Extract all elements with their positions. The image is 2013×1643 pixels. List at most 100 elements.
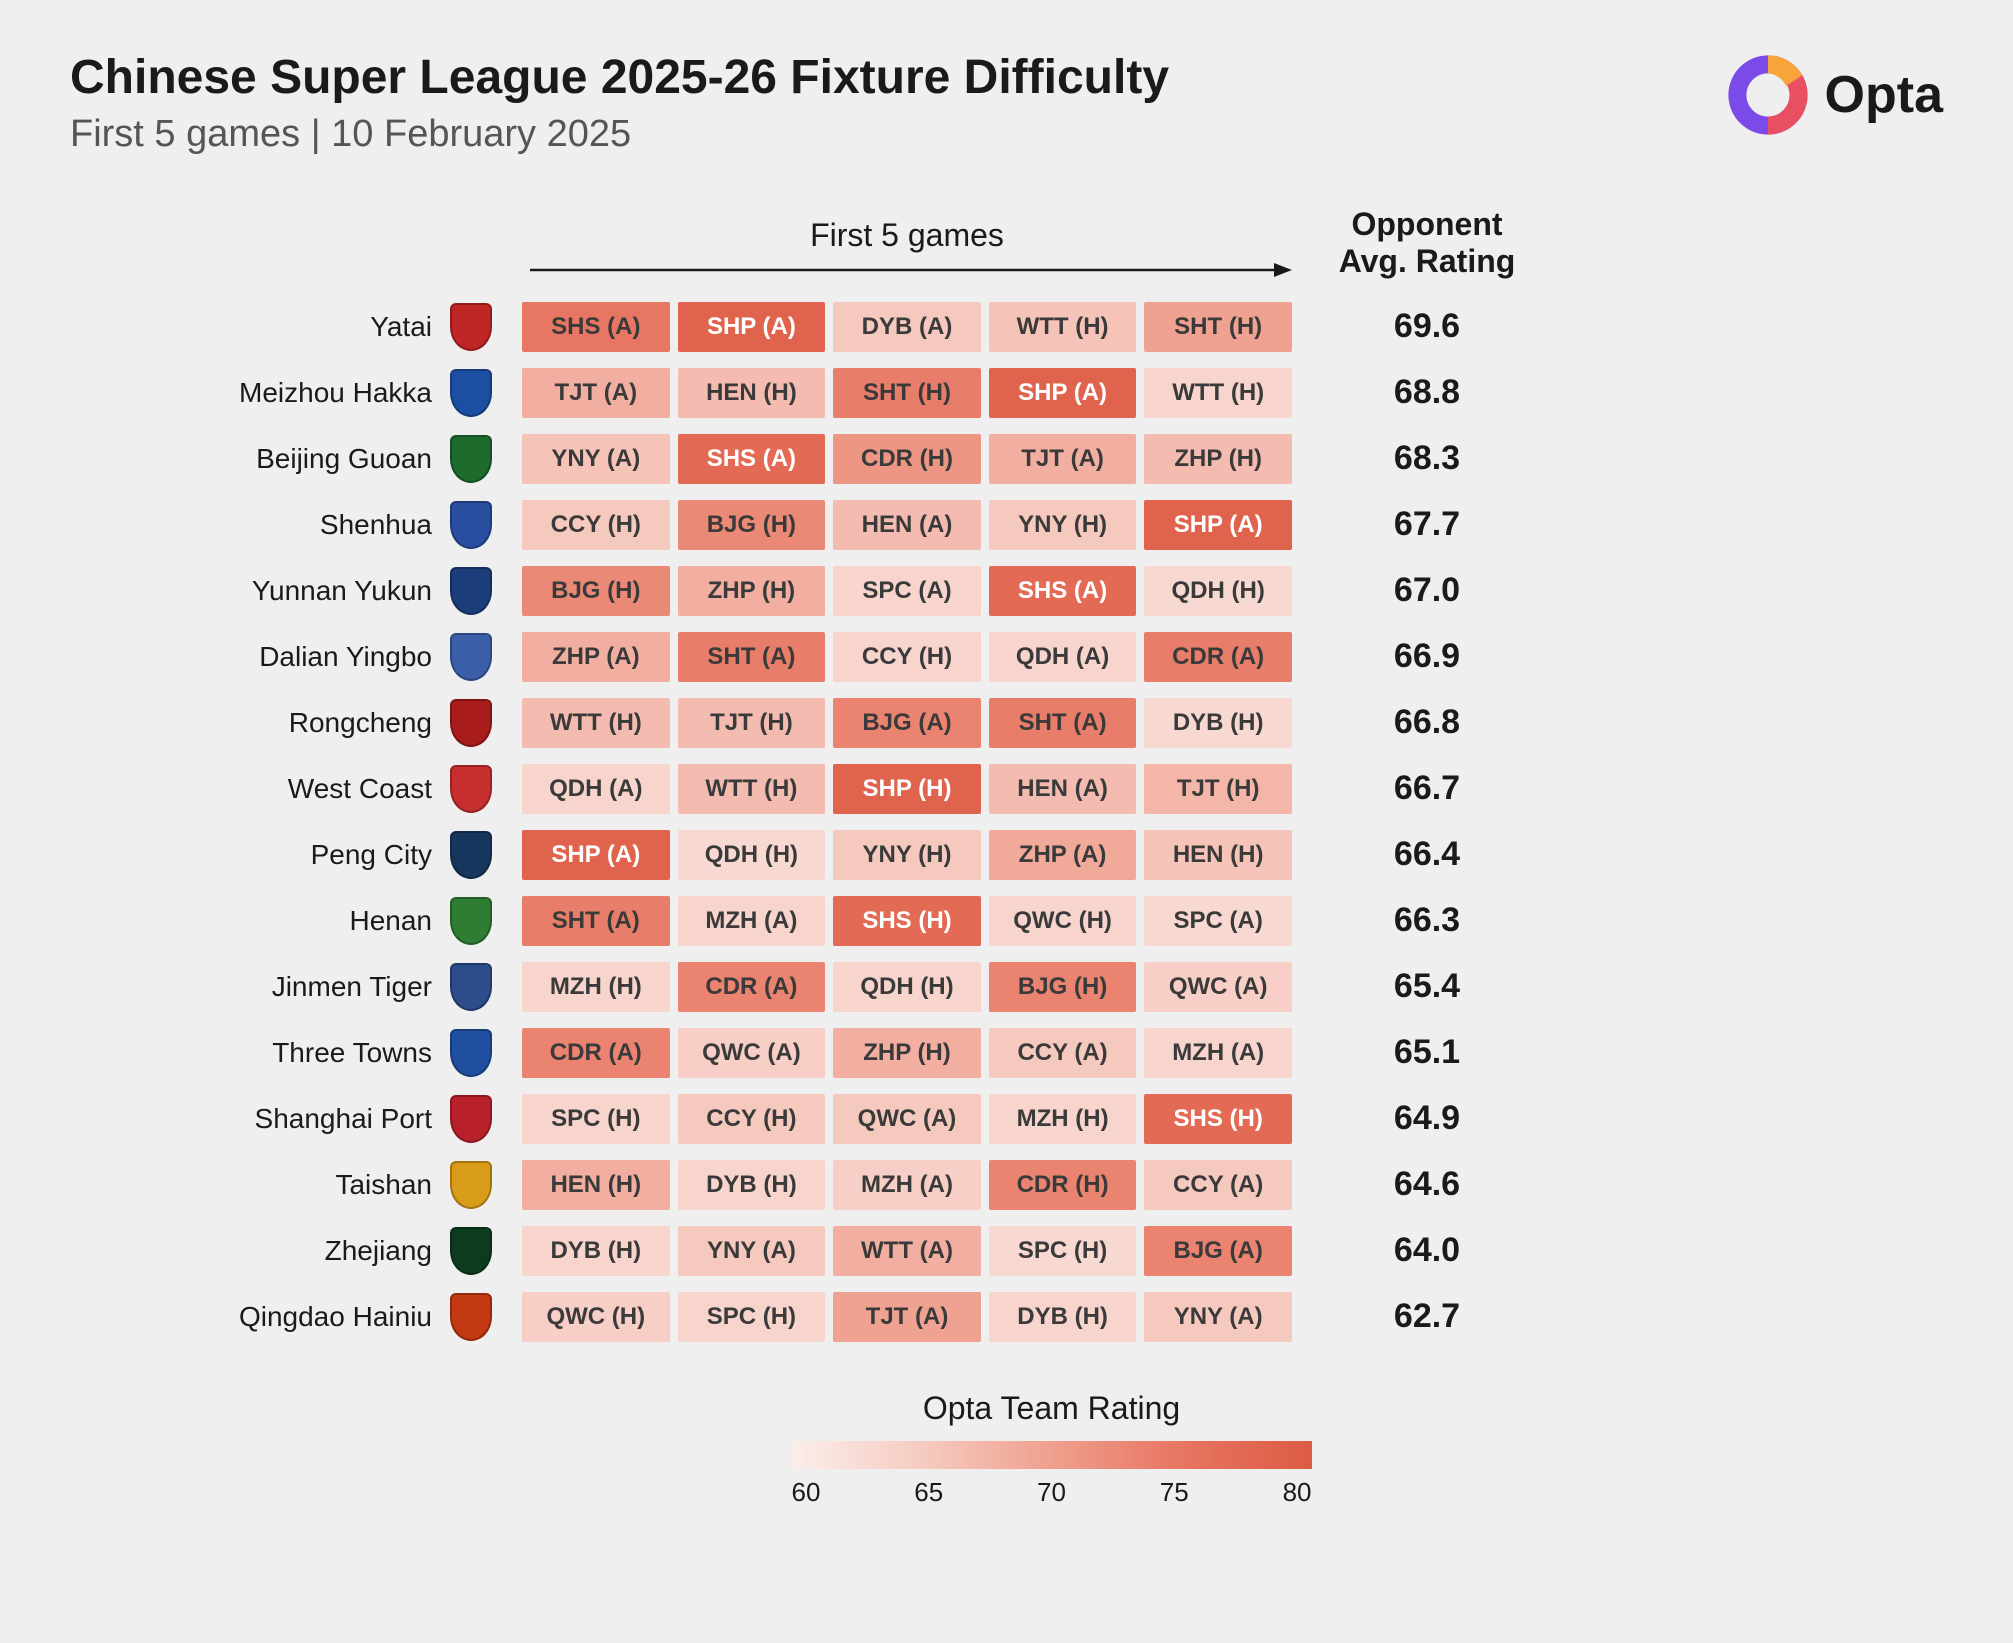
team-name: Shanghai Port	[160, 1103, 450, 1135]
chart-area: First 5 games Opponent Avg. Rating Yatai…	[160, 206, 1943, 1508]
fixture-cell: TJT (H)	[1144, 764, 1292, 814]
fixture-cell: SHP (H)	[833, 764, 981, 814]
table-rows: YataiSHS (A)SHP (A)DYB (A)WTT (H)SHT (H)…	[160, 294, 1943, 1350]
fixture-cell: CDR (A)	[1144, 632, 1292, 682]
fixtures-row: CDR (A)QWC (A)ZHP (H)CCY (A)MZH (A)	[522, 1028, 1292, 1078]
avg-rating: 66.8	[1292, 703, 1542, 742]
avg-rating: 66.4	[1292, 835, 1542, 874]
shield-icon	[450, 897, 492, 945]
fixtures-row: WTT (H)TJT (H)BJG (A)SHT (A)DYB (H)	[522, 698, 1292, 748]
legend-title: Opta Team Rating	[160, 1390, 1943, 1427]
shield-icon	[450, 501, 492, 549]
fixture-cell: ZHP (A)	[989, 830, 1137, 880]
shield-icon	[450, 765, 492, 813]
fixture-cell: ZHP (H)	[1144, 434, 1292, 484]
fixture-cell: SPC (H)	[678, 1292, 826, 1342]
table-row: Three TownsCDR (A)QWC (A)ZHP (H)CCY (A)M…	[160, 1020, 1943, 1086]
team-name: Rongcheng	[160, 707, 450, 739]
fixture-cell: DYB (H)	[678, 1160, 826, 1210]
fixture-cell: SHS (A)	[522, 302, 670, 352]
team-badge	[450, 831, 522, 879]
fixture-cell: HEN (A)	[833, 500, 981, 550]
fixture-cell: BJG (A)	[1144, 1226, 1292, 1276]
avg-rating: 66.9	[1292, 637, 1542, 676]
brand-logo: Opta	[1723, 50, 1943, 140]
shield-icon	[450, 831, 492, 879]
fixture-cell: YNY (A)	[522, 434, 670, 484]
fixture-cell: QWC (A)	[1144, 962, 1292, 1012]
titles-block: Chinese Super League 2025-26 Fixture Dif…	[70, 50, 1723, 156]
avg-rating: 66.3	[1292, 901, 1542, 940]
fixture-cell: HEN (A)	[989, 764, 1137, 814]
fixtures-row: SHS (A)SHP (A)DYB (A)WTT (H)SHT (H)	[522, 302, 1292, 352]
fixture-cell: SPC (A)	[833, 566, 981, 616]
fixture-cell: ZHP (H)	[678, 566, 826, 616]
fixture-cell: SHS (H)	[1144, 1094, 1292, 1144]
shield-icon	[450, 303, 492, 351]
team-name: Shenhua	[160, 509, 450, 541]
team-badge	[450, 303, 522, 351]
fixtures-row: HEN (H)DYB (H)MZH (A)CDR (H)CCY (A)	[522, 1160, 1292, 1210]
fixture-cell: QWC (H)	[989, 896, 1137, 946]
team-name: Dalian Yingbo	[160, 641, 450, 673]
fixture-cell: SHT (H)	[833, 368, 981, 418]
fixture-cell: SHT (A)	[989, 698, 1137, 748]
team-badge	[450, 435, 522, 483]
fixture-cell: WTT (H)	[678, 764, 826, 814]
avg-rating: 69.6	[1292, 307, 1542, 346]
opta-logo-icon	[1723, 50, 1813, 140]
table-row: Shenhua CCY (H)BJG (H)HEN (A)YNY (H)SHP (…	[160, 492, 1943, 558]
fixture-cell: SHP (A)	[678, 302, 826, 352]
avg-rating: 68.8	[1292, 373, 1542, 412]
header: Chinese Super League 2025-26 Fixture Dif…	[70, 50, 1943, 156]
fixture-cell: BJG (A)	[833, 698, 981, 748]
shield-icon	[450, 1161, 492, 1209]
column-headers: First 5 games Opponent Avg. Rating	[160, 206, 1943, 280]
table-row: Yunnan YukunBJG (H)ZHP (H)SPC (A)SHS (A)…	[160, 558, 1943, 624]
team-name: Jinmen Tiger	[160, 971, 450, 1003]
fixture-cell: SHT (H)	[1144, 302, 1292, 352]
team-badge	[450, 633, 522, 681]
avg-rating: 67.0	[1292, 571, 1542, 610]
fixture-cell: CDR (H)	[833, 434, 981, 484]
avg-rating: 64.6	[1292, 1165, 1542, 1204]
table-row: Meizhou HakkaTJT (A)HEN (H)SHT (H)SHP (A…	[160, 360, 1943, 426]
shield-icon	[450, 633, 492, 681]
fixture-cell: SPC (H)	[989, 1226, 1137, 1276]
team-badge	[450, 567, 522, 615]
fixture-cell: YNY (A)	[1144, 1292, 1292, 1342]
fixture-cell: SHT (A)	[678, 632, 826, 682]
team-name: Qingdao Hainiu	[160, 1301, 450, 1333]
page-title: Chinese Super League 2025-26 Fixture Dif…	[70, 50, 1723, 105]
fixture-cell: SHP (A)	[522, 830, 670, 880]
team-badge	[450, 1095, 522, 1143]
shield-icon	[450, 699, 492, 747]
team-name: Beijing Guoan	[160, 443, 450, 475]
fixtures-row: CCY (H)BJG (H)HEN (A)YNY (H)SHP (A)	[522, 500, 1292, 550]
fixture-cell: HEN (H)	[522, 1160, 670, 1210]
fixture-cell: CDR (A)	[522, 1028, 670, 1078]
fixture-cell: YNY (H)	[833, 830, 981, 880]
fixture-cell: WTT (H)	[989, 302, 1137, 352]
fixture-cell: QWC (A)	[678, 1028, 826, 1078]
fixture-cell: MZH (H)	[989, 1094, 1137, 1144]
fixture-cell: TJT (A)	[833, 1292, 981, 1342]
fixture-cell: CCY (H)	[678, 1094, 826, 1144]
legend-tick: 80	[1283, 1477, 1312, 1508]
table-row: HenanSHT (A)MZH (A)SHS (H)QWC (H)SPC (A)…	[160, 888, 1943, 954]
team-badge	[450, 765, 522, 813]
shield-icon	[450, 435, 492, 483]
fixture-cell: DYB (H)	[989, 1292, 1137, 1342]
fixture-cell: CCY (A)	[989, 1028, 1137, 1078]
shield-icon	[450, 1227, 492, 1275]
fixture-cell: QDH (H)	[1144, 566, 1292, 616]
fixture-cell: CCY (H)	[833, 632, 981, 682]
page-subtitle: First 5 games | 10 February 2025	[70, 113, 1723, 156]
fixture-cell: QDH (A)	[522, 764, 670, 814]
fixture-cell: DYB (H)	[522, 1226, 670, 1276]
brand-name: Opta	[1825, 65, 1943, 125]
team-name: Henan	[160, 905, 450, 937]
avg-rating: 65.4	[1292, 967, 1542, 1006]
fixture-cell: SHS (H)	[833, 896, 981, 946]
fixture-cell: MZH (A)	[678, 896, 826, 946]
